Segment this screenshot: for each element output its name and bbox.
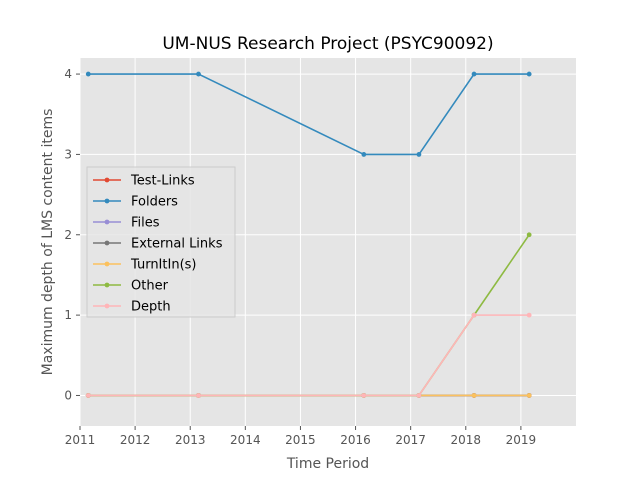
series-depth (85, 312, 532, 398)
x-tick-label: 2012 (120, 433, 151, 447)
data-point-depth (196, 393, 201, 398)
axes: 2011 2012 2013 2014 2015 2016 2017 2018 2019 0 1 2 3… (64, 67, 536, 447)
data-point-folders (196, 71, 201, 77)
y-tick-label: 3 (64, 147, 72, 161)
data-point-depth (471, 312, 477, 318)
y-tick-label: 2 (64, 228, 72, 242)
x-tick-label: 2014 (230, 433, 261, 447)
legend-label-folders: Folders (131, 195, 178, 210)
data-point-folders (416, 152, 422, 157)
data-point-folders (361, 152, 367, 157)
series-folders (85, 71, 532, 157)
series-layer (85, 71, 532, 398)
x-tick-label: 2017 (395, 433, 426, 447)
legend-marker-folders (104, 198, 110, 204)
y-axis-title: Maximum depth of LMS content items (40, 109, 56, 376)
series-line-depth (88, 314, 530, 397)
legend-marker-other (104, 282, 110, 288)
legend-label-test-links: Test-Links (130, 174, 195, 189)
data-point-depth (85, 393, 91, 398)
legend-marker-depth (104, 303, 110, 309)
data-point-depth (416, 393, 422, 398)
legend-label-turnitin-s: TurnItIn(s) (130, 258, 196, 273)
legend-marker-turnitin-s (104, 261, 110, 267)
x-tick-label: 2015 (285, 433, 316, 447)
legend-box (86, 166, 236, 318)
y-tick-label: 0 (64, 388, 72, 402)
x-tick-label: 2011 (65, 433, 96, 447)
legend-marker-test-links (104, 177, 110, 183)
legend-label-files: Files (131, 216, 160, 231)
data-point-depth (526, 312, 532, 318)
legend-marker-external-links (104, 240, 110, 246)
chart-title: UM-NUS Research Project (PSYC90092) (162, 34, 493, 54)
legend-label-external-links: External Links (131, 237, 223, 252)
x-tick-label: 2018 (451, 433, 482, 447)
x-tick-label: 2019 (506, 433, 537, 447)
x-tick-label: 2016 (340, 433, 371, 447)
x-axis-title: Time Period (286, 456, 369, 472)
legend: Test-Links Folders Files External Links Turn… (86, 166, 236, 318)
data-point-turnitin-s (526, 393, 532, 398)
y-tick-label: 4 (64, 67, 72, 81)
legend-label-depth: Depth (131, 300, 171, 315)
series-line-folders (88, 73, 530, 156)
legend-marker-files (104, 219, 110, 225)
data-point-folders (526, 71, 532, 77)
data-point-folders (85, 71, 91, 77)
data-point-depth (361, 393, 367, 398)
x-tick-label: 2013 (175, 433, 206, 447)
data-point-turnitin-s (471, 393, 477, 398)
y-tick-label: 1 (64, 308, 72, 322)
legend-label-other: Other (131, 279, 169, 294)
data-point-other (526, 232, 532, 238)
data-point-folders (471, 71, 477, 77)
